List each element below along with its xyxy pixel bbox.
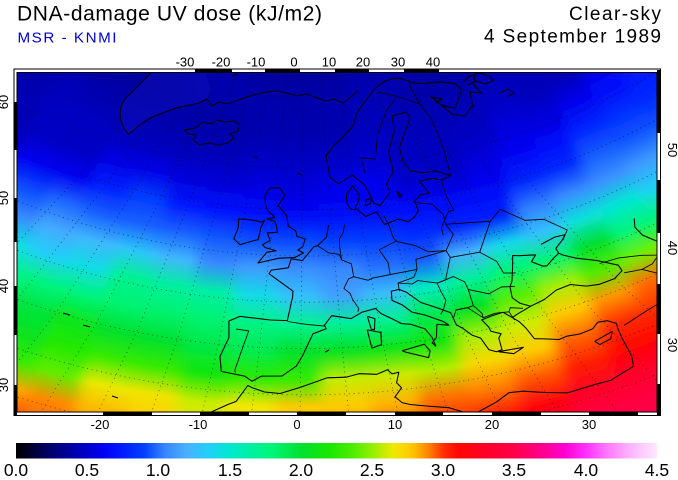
svg-text:0.0: 0.0 <box>4 460 29 480</box>
svg-text:0.5: 0.5 <box>75 460 99 480</box>
svg-text:40: 40 <box>665 241 678 255</box>
svg-text:-20: -20 <box>212 55 231 70</box>
svg-text:30: 30 <box>665 338 678 352</box>
svg-text:4.5: 4.5 <box>645 460 669 480</box>
svg-text:30: 30 <box>582 417 596 432</box>
svg-text:-10: -10 <box>247 55 266 70</box>
svg-text:-10: -10 <box>189 417 208 432</box>
svg-text:2.5: 2.5 <box>360 460 384 480</box>
svg-text:1.0: 1.0 <box>146 460 171 480</box>
svg-text:0: 0 <box>293 417 300 432</box>
svg-text:50: 50 <box>665 143 678 157</box>
svg-text:30: 30 <box>0 378 11 392</box>
svg-text:40: 40 <box>0 279 11 293</box>
svg-text:3.0: 3.0 <box>431 460 456 480</box>
svg-text:50: 50 <box>0 191 11 205</box>
svg-text:10: 10 <box>388 417 402 432</box>
svg-text:10: 10 <box>322 55 336 70</box>
svg-text:Clear-sky: Clear-sky <box>569 4 662 25</box>
svg-text:40: 40 <box>426 55 440 70</box>
svg-text:20: 20 <box>485 417 499 432</box>
svg-text:-20: -20 <box>91 417 110 432</box>
svg-text:-30: -30 <box>176 55 195 70</box>
svg-text:3.5: 3.5 <box>502 460 526 480</box>
svg-text:1.5: 1.5 <box>218 460 242 480</box>
svg-text:0: 0 <box>290 55 297 70</box>
svg-text:2.0: 2.0 <box>289 460 314 480</box>
svg-text:30: 30 <box>391 55 405 70</box>
svg-text:4.0: 4.0 <box>574 460 599 480</box>
svg-text:60: 60 <box>0 95 11 109</box>
svg-text:4 September 1989: 4 September 1989 <box>484 27 661 48</box>
svg-text:DNA-damage UV dose (kJ/m2): DNA-damage UV dose (kJ/m2) <box>17 3 322 26</box>
svg-text:20: 20 <box>356 55 370 70</box>
